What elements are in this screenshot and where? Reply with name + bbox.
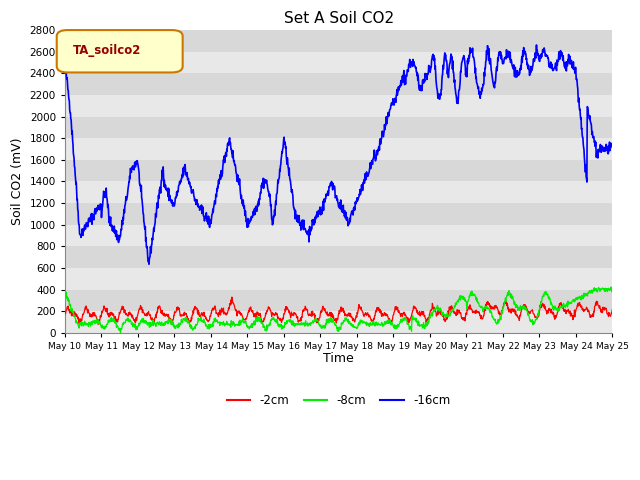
Bar <box>65 246 612 268</box>
Bar <box>65 138 612 160</box>
Title: Set A Soil CO2: Set A Soil CO2 <box>284 11 394 26</box>
Bar <box>65 52 612 73</box>
Y-axis label: Soil CO2 (mV): Soil CO2 (mV) <box>11 138 24 225</box>
Legend: -2cm, -8cm, -16cm: -2cm, -8cm, -16cm <box>222 389 456 412</box>
Text: TA_soilco2: TA_soilco2 <box>73 44 141 57</box>
Bar <box>65 311 612 333</box>
Bar <box>65 160 612 181</box>
Bar <box>65 203 612 225</box>
Bar <box>65 181 612 203</box>
FancyBboxPatch shape <box>57 30 182 72</box>
Bar <box>65 225 612 246</box>
X-axis label: Time: Time <box>323 352 354 365</box>
Bar <box>65 268 612 289</box>
Bar <box>65 95 612 117</box>
Bar <box>65 73 612 95</box>
Bar <box>65 289 612 311</box>
Bar <box>65 117 612 138</box>
Bar <box>65 30 612 52</box>
